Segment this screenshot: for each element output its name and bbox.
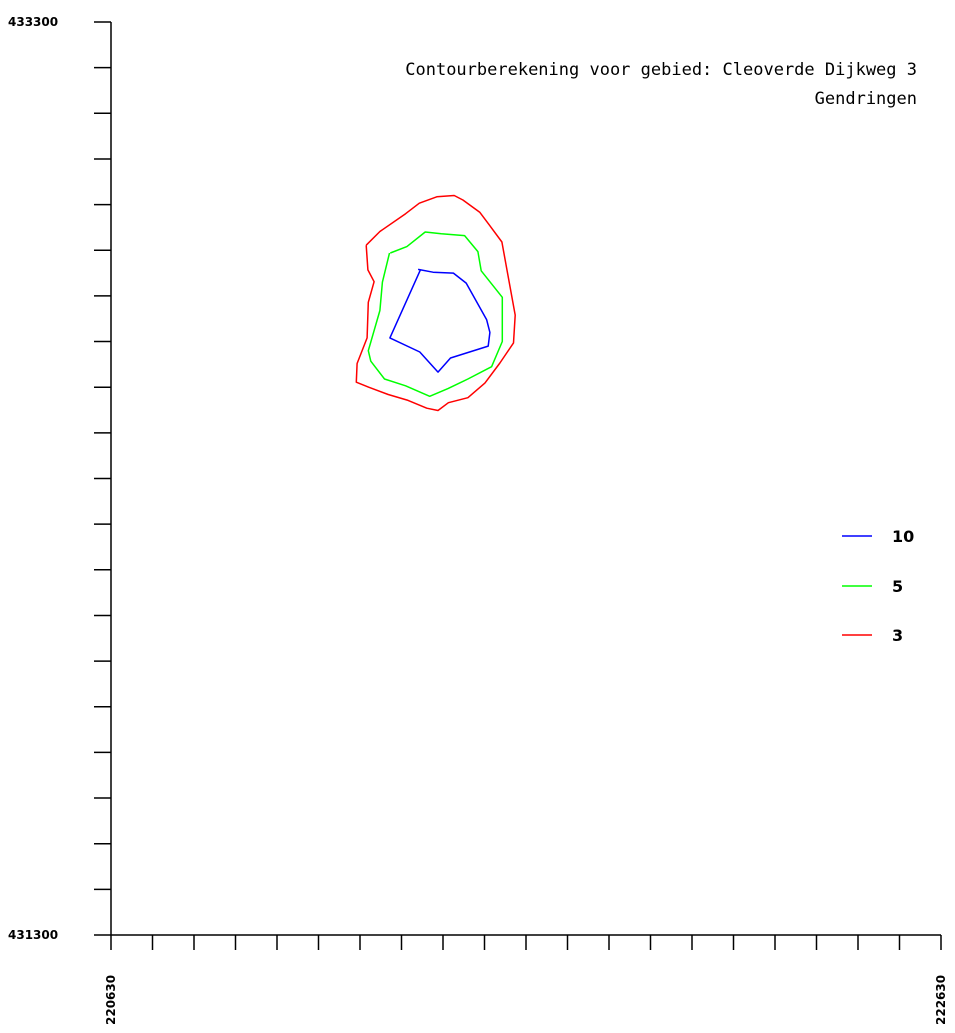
chart-title-line-2: Gendringen bbox=[815, 89, 917, 109]
chart-title-line-1: Contourberekening voor gebied: Cleoverde… bbox=[405, 60, 917, 80]
axes bbox=[94, 21, 942, 950]
contour-line-10 bbox=[389, 268, 491, 373]
x-tick-label-left: 220630 bbox=[104, 975, 118, 1025]
legend-label-10: 10 bbox=[892, 527, 914, 546]
contours bbox=[355, 194, 516, 412]
y-tick-label-top: 433300 bbox=[8, 15, 58, 29]
contour-line-3 bbox=[355, 194, 516, 412]
y-ticks bbox=[94, 21, 111, 936]
y-tick-label-bottom: 431300 bbox=[8, 928, 58, 942]
contour-line-5 bbox=[367, 231, 504, 398]
legend: 10 5 3 bbox=[842, 527, 914, 645]
legend-label-5: 5 bbox=[892, 577, 903, 596]
x-ticks bbox=[110, 935, 942, 950]
legend-label-3: 3 bbox=[892, 626, 903, 645]
x-tick-label-right: 222630 bbox=[934, 975, 948, 1025]
